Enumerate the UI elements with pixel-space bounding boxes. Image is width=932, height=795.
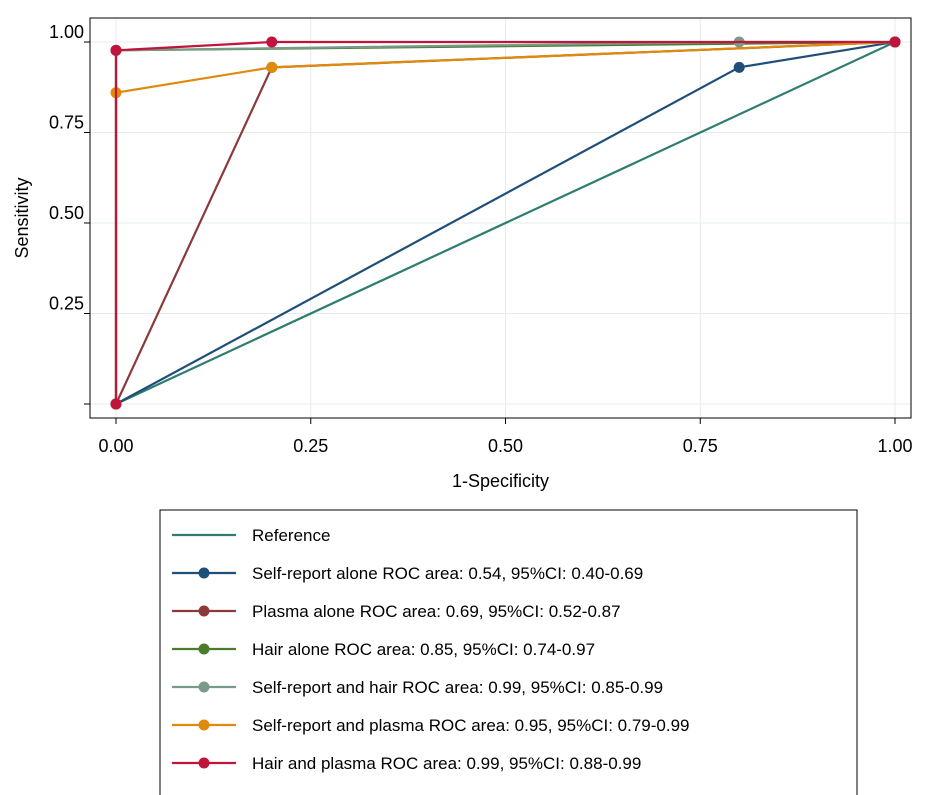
series-line-0 xyxy=(115,41,896,405)
x-tick-label: 0.25 xyxy=(293,436,328,456)
legend-marker xyxy=(198,681,210,693)
legend-label: Reference xyxy=(252,526,330,545)
legend-label: Self-report alone ROC area: 0.54, 95%CI:… xyxy=(252,564,643,583)
series-point-5 xyxy=(266,61,278,73)
legend-marker xyxy=(198,567,210,579)
legend-marker xyxy=(198,605,210,617)
legend-marker xyxy=(198,643,210,655)
x-tick-label: 0.50 xyxy=(488,436,523,456)
series-point-6 xyxy=(110,398,122,410)
series-line-6 xyxy=(114,40,895,404)
legend-label: Plasma alone ROC area: 0.69, 95%CI: 0.52… xyxy=(252,602,621,621)
series-point-6 xyxy=(266,36,278,48)
series-point-6 xyxy=(889,36,901,48)
series-point-6 xyxy=(110,44,122,56)
y-axis-title: Sensitivity xyxy=(12,177,32,258)
legend-box xyxy=(159,509,858,795)
x-tick-label: 0.75 xyxy=(683,436,718,456)
legend-label: Hair and plasma ROC area: 0.99, 95%CI: 0… xyxy=(252,754,641,773)
legend-label: Hair alone ROC area: 0.85, 95%CI: 0.74-0… xyxy=(252,640,595,659)
plot-area xyxy=(89,17,912,419)
y-tick-label: 1.00 xyxy=(49,22,84,42)
legend-marker xyxy=(198,757,210,769)
x-axis-title: 1-Specificity xyxy=(452,471,549,491)
y-tick-label: 0.25 xyxy=(49,294,84,314)
series xyxy=(110,36,901,410)
axes: 0.00 0.25 0.50 0.75 1.00 0.25 0.50 0.75 1.00 xyxy=(49,22,913,456)
series-point-1 xyxy=(733,61,745,73)
y-tick-label: 0.50 xyxy=(49,203,84,223)
y-tick-label: 0.75 xyxy=(49,113,84,133)
legend: Reference Self-report alone ROC area: 0.5… xyxy=(159,509,858,795)
x-tick-label: 1.00 xyxy=(877,436,912,456)
legend-marker xyxy=(198,719,210,731)
x-tick-label: 0.00 xyxy=(98,436,133,456)
legend-label: Self-report and hair ROC area: 0.99, 95%… xyxy=(252,678,663,697)
legend-label: Self-report and plasma ROC area: 0.95, 9… xyxy=(252,716,690,735)
